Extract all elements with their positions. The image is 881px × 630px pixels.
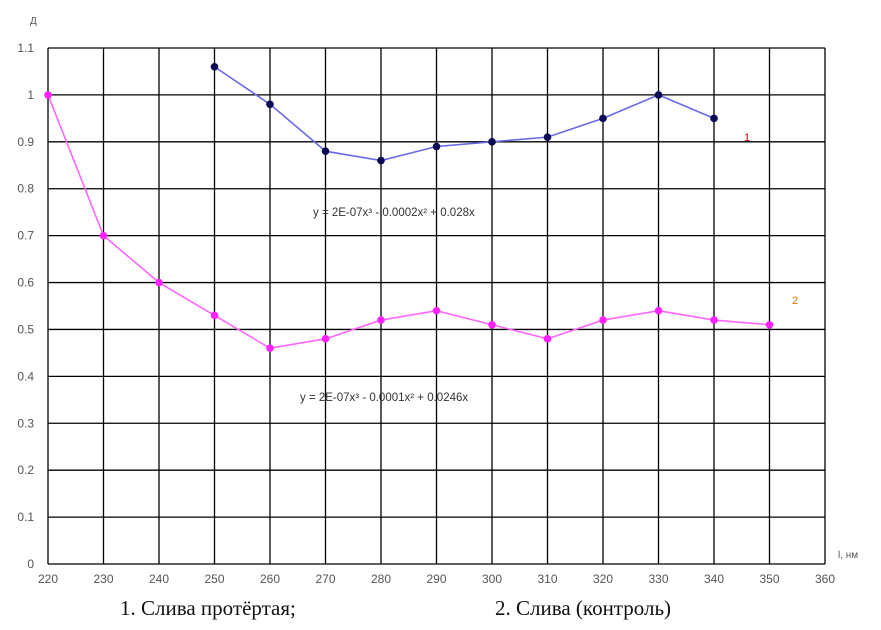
y-tick-label: 1 xyxy=(27,88,34,102)
x-tick-label: 240 xyxy=(149,572,169,586)
x-tick-label: 260 xyxy=(260,572,280,586)
series-2-point xyxy=(99,231,108,240)
x-tick-label: 310 xyxy=(537,572,557,586)
series-1-label: 1 xyxy=(744,132,750,144)
series-2-point xyxy=(432,306,441,315)
y-tick-label: 0 xyxy=(27,557,34,571)
y-tick-label: 0.2 xyxy=(17,463,34,477)
line-chart: 220 230 240 250 260 270 280 290 300 310 320 330 340 3… xyxy=(17,16,858,586)
y-tick-label: 0.6 xyxy=(17,276,34,290)
series-1-point xyxy=(488,138,496,146)
series-2-point xyxy=(266,344,274,353)
x-tick-label: 360 xyxy=(815,572,835,586)
series-2-point xyxy=(377,316,385,324)
x-tick-label: 330 xyxy=(648,572,668,586)
x-tick-label: 280 xyxy=(371,572,391,586)
series-1-point xyxy=(210,62,219,71)
x-tick-label: 230 xyxy=(93,572,113,586)
y-tick-label: 1.1 xyxy=(17,41,34,55)
y-tick-label: 0.4 xyxy=(17,369,34,383)
x-tick-label: 350 xyxy=(759,572,779,586)
series-2-point xyxy=(765,320,774,329)
x-tick-label: 270 xyxy=(315,572,335,586)
series-1-point xyxy=(599,114,607,123)
x-tick-label: 340 xyxy=(704,572,724,586)
series-2-point xyxy=(44,91,52,99)
y-tick-label: 0.1 xyxy=(17,510,34,524)
series-2-point xyxy=(210,311,219,320)
series-1-point xyxy=(710,114,718,123)
y-tick-label: 0.8 xyxy=(17,182,34,196)
series-2-point xyxy=(488,320,496,329)
series-2-point xyxy=(599,316,607,324)
series-2-label: 2 xyxy=(792,295,798,307)
y-tick-label: 0.5 xyxy=(17,322,34,336)
x-tick-label: 290 xyxy=(426,572,446,586)
series-1-line xyxy=(214,66,715,162)
y-tick-labels: 0 0.1 0.2 0.3 0.4 0.5 0.6 0.7 0.8 0.9 1 1.1 xyxy=(17,41,34,571)
series-1-point xyxy=(266,100,274,109)
caption-series-1: 1. Слива протёртая; xyxy=(120,596,296,620)
caption-series-2: 2. Слива (контроль) xyxy=(495,596,672,620)
x-tick-label: 250 xyxy=(204,572,224,586)
trendline-equation-series-2: y = 2E-07x³ - 0.0001x² + 0.0246x xyxy=(300,392,468,404)
y-tick-label: 0.9 xyxy=(17,135,34,149)
x-axis-label: l, нм xyxy=(838,550,858,561)
series-2-point xyxy=(155,278,163,287)
series-2-point xyxy=(321,335,330,343)
x-tick-labels: 220 230 240 250 260 270 280 290 300 310 320 330 340 3… xyxy=(38,572,835,586)
x-tick-label: 320 xyxy=(593,572,613,586)
y-tick-label: 0.7 xyxy=(17,229,34,243)
x-tick-label: 300 xyxy=(482,572,502,586)
series-1-point xyxy=(432,142,441,151)
series-1-point xyxy=(321,147,330,155)
grid xyxy=(47,47,826,565)
series-2-point xyxy=(654,306,663,315)
series-2-line xyxy=(47,94,770,350)
y-axis-label: Д xyxy=(30,16,37,27)
x-tick-label: 220 xyxy=(38,572,58,586)
trendline-equation-series-1: y = 2E-07x³ - 0.0002x² + 0.028x xyxy=(313,207,475,219)
series-1-point xyxy=(543,133,552,141)
y-tick-label: 0.3 xyxy=(17,416,34,430)
series-group xyxy=(44,62,774,353)
series-1-point xyxy=(654,91,663,99)
series-2-point xyxy=(710,316,718,324)
series-2-point xyxy=(543,335,552,343)
series-1-point xyxy=(377,156,385,165)
